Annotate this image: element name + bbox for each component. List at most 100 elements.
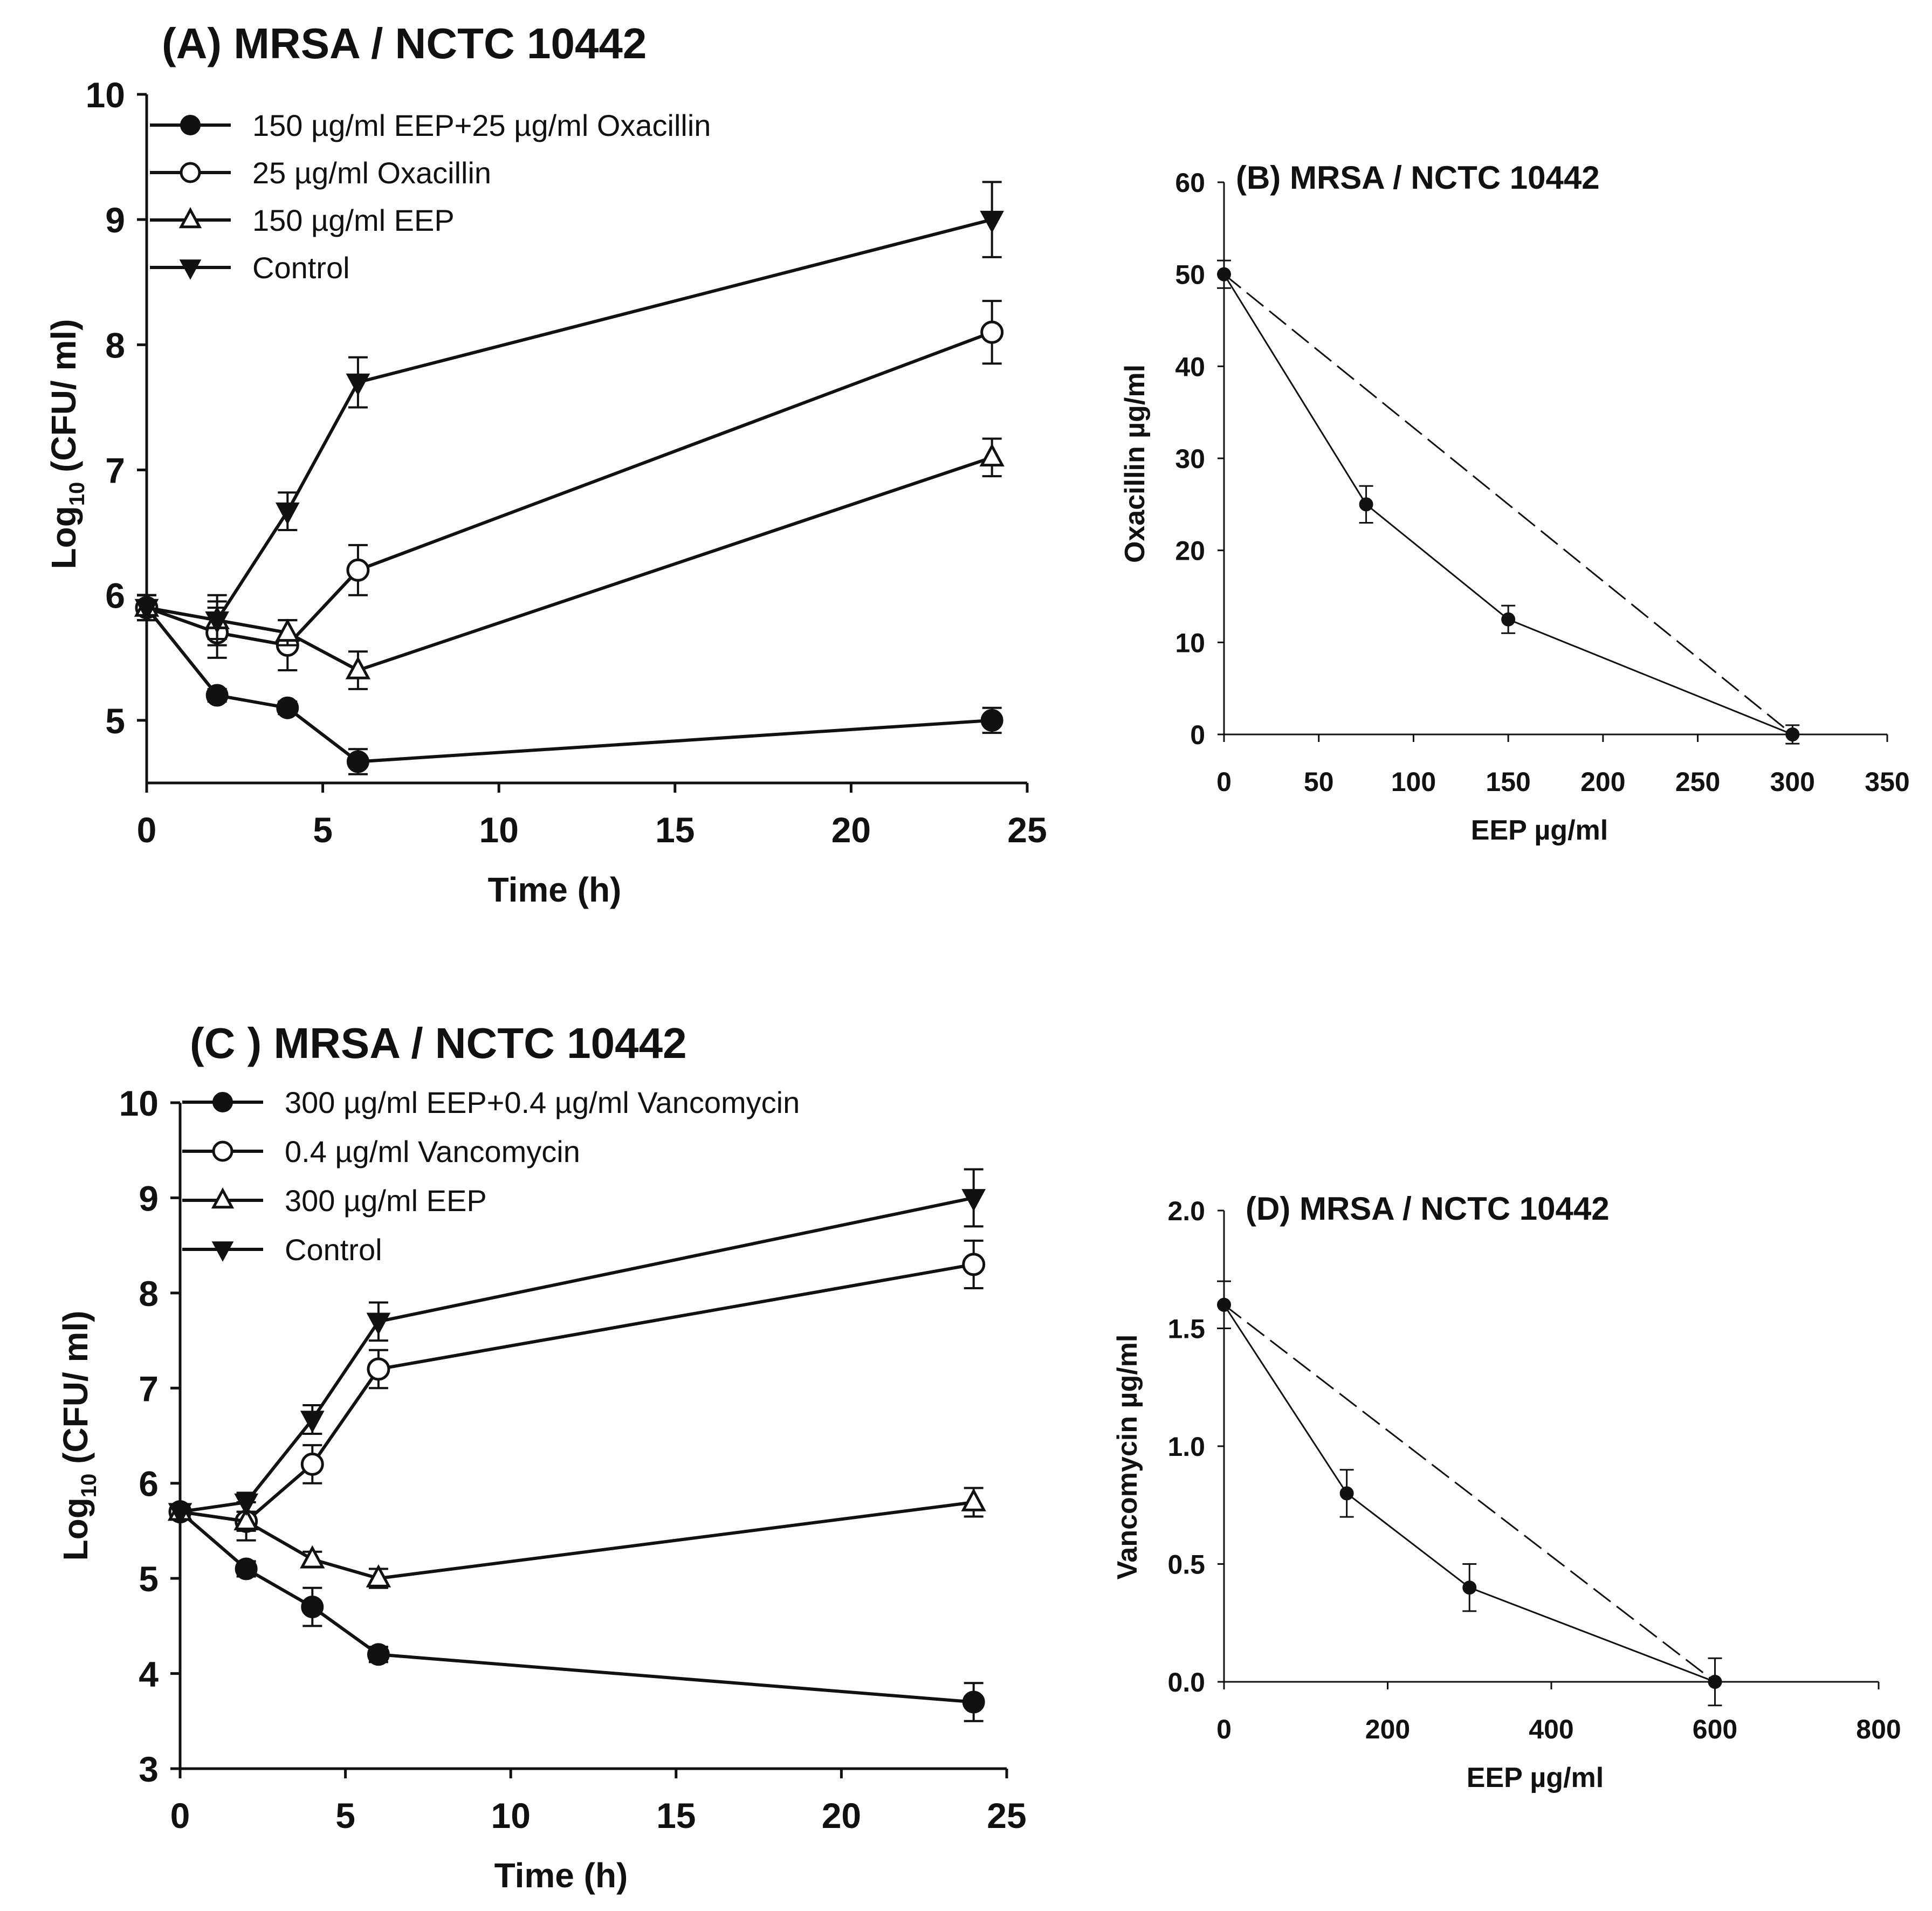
x-tick-label: 250 (1675, 767, 1720, 797)
y-tick-label: 8 (105, 325, 125, 365)
series-line (180, 1262, 974, 1523)
data-point (1462, 1580, 1477, 1595)
y-axis-label-main: Log (44, 506, 83, 569)
data-point (346, 750, 369, 773)
data-point (980, 320, 1004, 344)
chart-A: 5 6 7 8 9 10 0 5 10 15 20 25 (A) MRSA / NCTC 10442 Ti… (44, 19, 1047, 909)
data-point (962, 1253, 986, 1276)
data-point (1501, 612, 1516, 627)
legend-marker (180, 115, 201, 135)
x-tick-label: 10 (479, 810, 518, 850)
x-axis-label: EEP µg/ml (1467, 1762, 1604, 1793)
legend-marker (179, 259, 202, 280)
legend: 300 µg/ml EEP+0.4 µg/ml Vancomycin 0.4 µg… (182, 1085, 800, 1267)
y-tick-label: 7 (139, 1369, 159, 1408)
y-tick-label: 50 (1175, 260, 1205, 290)
x-tick-label: 400 (1529, 1714, 1573, 1744)
data-point (205, 611, 229, 634)
data-point (367, 1643, 390, 1666)
chart-D: 0.0 0.5 1.0 1.5 2.0 0 200 400 600 800 (D) MRSA / N… (1112, 1191, 1901, 1793)
x-tick-label: 0 (170, 1796, 190, 1836)
x-tick-label: 25 (987, 1796, 1026, 1836)
data-point (233, 1507, 259, 1531)
y-tick-label: 0 (1190, 720, 1205, 750)
y-tick-label: 5 (105, 701, 125, 741)
y-tick-label: 20 (1175, 536, 1205, 566)
series-0 (135, 594, 1003, 775)
data-point (961, 1189, 986, 1212)
x-tick-label: 0 (137, 810, 157, 850)
legend-marker (211, 1241, 234, 1262)
data-point (345, 656, 371, 679)
legend-label: 300 µg/ml EEP (285, 1184, 487, 1218)
data-point (962, 1690, 985, 1714)
data-point (275, 618, 300, 642)
data-point (367, 1357, 390, 1381)
y-tick-label: 6 (105, 576, 125, 616)
x-tick-label: 5 (335, 1796, 355, 1836)
legend-label: 150 µg/ml EEP+25 µg/ml Oxacillin (252, 108, 711, 142)
series-additivity (1223, 1304, 1716, 1683)
x-tick-label: 25 (1007, 810, 1047, 850)
x-tick-label: 200 (1580, 767, 1625, 797)
y-tick-label: 0.5 (1167, 1550, 1205, 1580)
y-tick-label: 7 (105, 451, 125, 491)
legend-marker (180, 162, 201, 183)
data-point (961, 1488, 986, 1511)
x-tick-label: 15 (655, 810, 695, 850)
series-line (180, 1501, 974, 1580)
data-point (300, 1545, 325, 1569)
data-point (980, 709, 1003, 732)
chart-title: (D) MRSA / NCTC 10442 (1246, 1191, 1610, 1227)
y-axis-label-main: Log (56, 1497, 95, 1561)
x-tick-label: 0 (1216, 1714, 1232, 1744)
x-axis-label: Time (h) (488, 870, 622, 909)
series-line (179, 1510, 974, 1704)
x-tick-label: 300 (1770, 767, 1815, 797)
series-3 (168, 1168, 986, 1525)
data-point (301, 1596, 324, 1619)
data-point (980, 210, 1005, 233)
legend: 150 µg/ml EEP+25 µg/ml Oxacillin 25 µg/ml… (150, 108, 711, 285)
series-isobologram (1217, 259, 1800, 745)
data-point (276, 696, 299, 719)
x-tick-label: 0 (1216, 767, 1232, 797)
legend-label: 300 µg/ml EEP+0.4 µg/ml Vancomycin (285, 1085, 800, 1119)
y-tick-label: 10 (86, 75, 125, 115)
y-axis-label: Log10 (CFU/ ml) (56, 1311, 101, 1561)
data-point (366, 1564, 391, 1587)
data-point (1339, 1486, 1354, 1501)
series-2 (134, 437, 1005, 690)
y-axis-label: Oxacillin µg/ml (1119, 365, 1151, 563)
x-tick-label: 100 (1391, 767, 1436, 797)
y-tick-label: 60 (1175, 168, 1205, 198)
y-tick-label: 10 (1175, 628, 1205, 658)
y-tick-label: 30 (1175, 444, 1205, 474)
series-1 (168, 1239, 986, 1542)
y-axis-label-rest: (CFU/ ml) (44, 319, 83, 482)
y-tick-label: 4 (139, 1654, 159, 1694)
x-tick-label: 50 (1304, 767, 1334, 797)
isobologram-line (1223, 1304, 1716, 1683)
y-tick-label: 9 (105, 200, 125, 240)
data-point (1359, 497, 1373, 512)
additivity-line (1223, 273, 1793, 735)
y-tick-label: 0.0 (1167, 1667, 1205, 1697)
y-tick-label: 40 (1175, 352, 1205, 382)
chart-title: (A) MRSA / NCTC 10442 (162, 19, 647, 67)
data-point (300, 1452, 324, 1476)
x-tick-label: 20 (822, 1796, 861, 1836)
series-1 (135, 300, 1004, 672)
y-tick-label: 1.0 (1167, 1432, 1205, 1462)
data-point (366, 1312, 391, 1335)
x-tick-label: 800 (1856, 1714, 1901, 1744)
legend-marker (212, 1140, 233, 1162)
chart-title: (C ) MRSA / NCTC 10442 (190, 1019, 687, 1067)
legend-marker (178, 207, 202, 229)
legend-label: 0.4 µg/ml Vancomycin (285, 1135, 580, 1168)
data-point (346, 558, 370, 582)
x-tick-label: 5 (313, 810, 333, 850)
x-tick-label: 150 (1486, 767, 1530, 797)
data-point (235, 1557, 258, 1580)
data-point (300, 1411, 325, 1433)
